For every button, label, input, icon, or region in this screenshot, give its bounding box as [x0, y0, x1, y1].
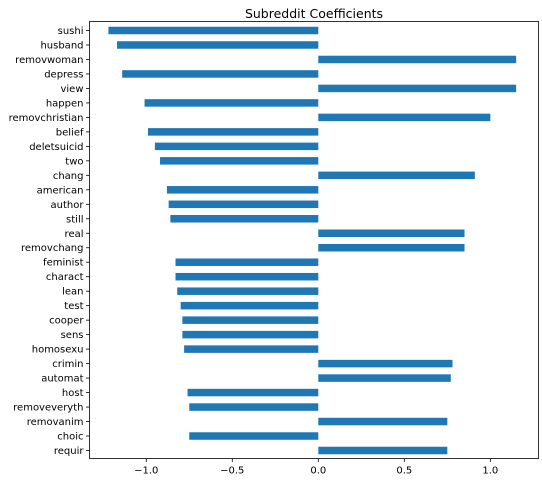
plot-area-frame	[89, 21, 539, 459]
bar-belief	[147, 128, 319, 136]
y-tick-label: host	[62, 388, 84, 399]
y-tick-label: choic	[57, 432, 83, 443]
x-tick-label: −0.5	[220, 466, 244, 477]
bar-host	[187, 388, 319, 397]
y-tick-label: requir	[54, 446, 85, 457]
y-tick-label: charact	[46, 272, 84, 283]
y-tick-label: removanim	[27, 417, 84, 428]
y-tick-label: still	[66, 214, 83, 225]
y-tick-label: cooper	[49, 316, 84, 327]
bar-sens	[182, 330, 319, 339]
y-tick-label: sens	[61, 330, 84, 341]
bar-still	[170, 215, 319, 223]
y-tick-label: depress	[44, 69, 83, 80]
bar-husband	[117, 41, 319, 49]
bar-depress	[122, 70, 319, 78]
bar-choic	[189, 432, 319, 440]
bar-view	[318, 84, 517, 93]
y-tick-label: real	[65, 229, 84, 240]
x-tick-label: 0.0	[310, 466, 326, 477]
bar-deletsuicid	[154, 142, 319, 151]
y-tick-label: removwoman	[15, 55, 83, 66]
y-tick-label: belief	[56, 127, 84, 138]
bar-feminist	[175, 258, 319, 266]
bar-lean	[177, 287, 319, 295]
bar-american	[166, 186, 319, 194]
chart-title: Subreddit Coefficients	[245, 6, 383, 21]
y-tick-label: sushi	[58, 26, 84, 37]
y-tick-label: view	[60, 84, 83, 95]
y-tick-label: automat	[41, 374, 83, 385]
bar-removeveryth	[189, 403, 319, 411]
y-tick-label: author	[51, 200, 85, 211]
y-tick-label: lean	[62, 287, 83, 298]
y-tick-label: crimin	[52, 359, 83, 370]
bar-homosexu	[184, 345, 319, 353]
y-tick-label: husband	[40, 40, 83, 51]
bar-removchang	[318, 243, 465, 252]
y-tick-label: deletsuicid	[29, 142, 83, 153]
x-tick-label: −1.0	[134, 466, 158, 477]
bar-sushi	[108, 26, 319, 35]
x-tick-label: 1.0	[482, 466, 498, 477]
bar-test	[180, 301, 319, 310]
y-tick-label: happen	[46, 98, 84, 109]
bar-cooper	[182, 316, 319, 324]
bar-chang	[318, 171, 475, 180]
bar-charact	[175, 272, 319, 281]
bar-two	[160, 157, 319, 165]
bar-removanim	[318, 417, 448, 426]
y-tick-label: test	[64, 301, 83, 312]
y-tick-label: removchang	[21, 243, 83, 254]
x-tick-label: 0.5	[396, 466, 412, 477]
bar-automat	[318, 374, 451, 382]
bar-happen	[144, 99, 319, 107]
bar-removchristian	[318, 113, 491, 122]
bar-requir	[318, 446, 448, 455]
y-tick-label: american	[37, 185, 84, 196]
y-tick-label: homosexu	[32, 345, 84, 356]
y-axis-ticks: sushi husband removwoman depress view happen r…	[9, 26, 90, 457]
y-tick-label: chang	[53, 171, 84, 182]
y-tick-label: two	[65, 156, 83, 167]
bar-author	[168, 200, 319, 209]
x-axis-ticks: −1.0 −0.5 0.0 0.5 1.0	[134, 458, 498, 477]
bar-real	[318, 229, 465, 238]
bars-group	[108, 26, 517, 455]
y-tick-label: feminist	[43, 258, 84, 269]
bar-removwoman	[318, 55, 517, 64]
y-tick-label: removeveryth	[13, 403, 83, 414]
bar-crimin	[318, 359, 453, 368]
y-tick-label: removchristian	[9, 113, 84, 124]
